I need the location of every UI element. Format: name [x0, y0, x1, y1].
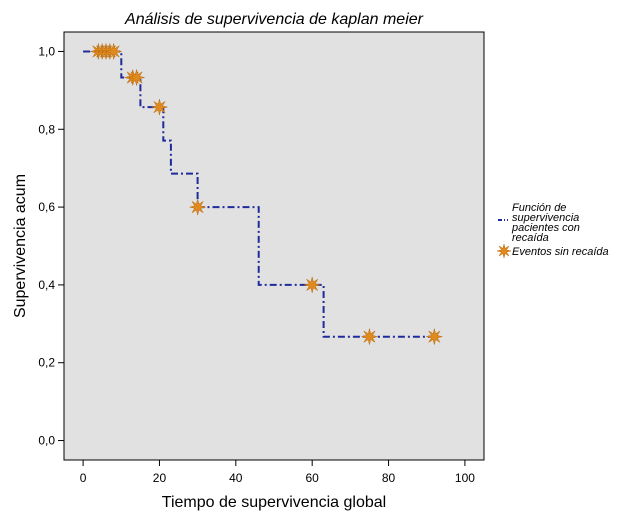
x-tick-label: 40 — [229, 471, 243, 485]
x-axis-ticks: 0 20 40 60 80 100 — [80, 460, 475, 485]
legend-label-survival: recaída — [512, 232, 549, 244]
plot-area — [63, 31, 485, 461]
x-tick-label: 20 — [153, 471, 167, 485]
survival-curve — [83, 50, 435, 338]
x-tick-label: 80 — [382, 471, 396, 485]
censored-event-marker — [304, 276, 321, 293]
censored-event-marker — [189, 199, 206, 216]
censored-event-marker — [105, 43, 122, 60]
y-tick-label: 0,8 — [38, 122, 55, 136]
legend-label-survival: pacientes con — [511, 222, 580, 234]
chart-title: Análisis de supervivencia de kaplan meie… — [124, 11, 424, 28]
legend-label-survival: supervivencia — [512, 212, 579, 224]
legend-label-censored: Eventos sin recaída — [512, 246, 609, 258]
y-tick-label: 0,6 — [38, 200, 55, 214]
legend-marker-swatch — [496, 243, 512, 259]
y-tick-label: 0,2 — [38, 356, 55, 370]
censored-event-marker — [426, 328, 443, 345]
x-tick-label: 100 — [455, 471, 475, 485]
censored-event-marker — [128, 69, 145, 86]
legend-label-survival: Función de — [512, 202, 566, 214]
y-axis-label: Supervivencia acum — [12, 174, 29, 318]
x-axis-label: Tiempo de supervivencia global — [162, 494, 386, 511]
x-tick-label: 0 — [80, 471, 87, 485]
y-tick-label: 0,0 — [38, 434, 55, 448]
censored-event-marker — [361, 328, 378, 345]
y-axis-ticks: 0,0 0,2 0,4 0,6 0,8 1,0 — [38, 44, 64, 448]
x-tick-label: 60 — [306, 471, 320, 485]
y-tick-label: 1,0 — [38, 44, 55, 58]
y-tick-label: 0,4 — [38, 278, 55, 292]
censored-event-marker — [151, 99, 168, 116]
series-layer — [83, 43, 443, 345]
